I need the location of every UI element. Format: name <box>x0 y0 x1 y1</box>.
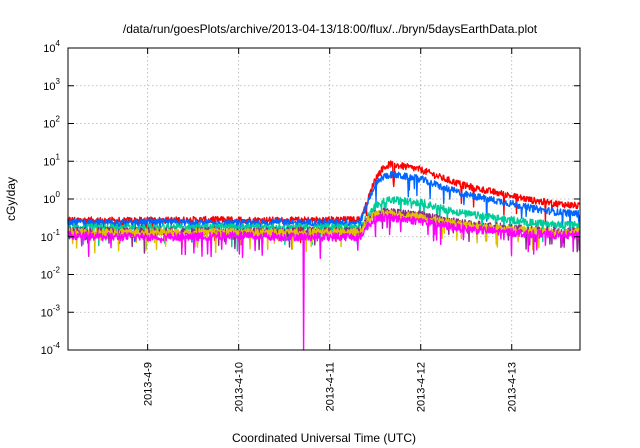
y-tick-label: 10-1 <box>41 228 61 244</box>
x-tick-label: 2013-4-11 <box>325 362 337 411</box>
x-axis-label: Coordinated Universal Time (UTC) <box>232 431 416 445</box>
y-axis-label: cGy/day <box>4 177 18 221</box>
series-group <box>67 160 581 351</box>
series-line-6 <box>67 212 581 351</box>
y-tick-label: 100 <box>43 190 60 206</box>
series-line-3 <box>67 195 581 252</box>
y-tick-label: 10-4 <box>41 341 61 357</box>
x-axis: 2013-4-9 2013-4-10 2013-4-11 2013-4-12 2013-… <box>143 48 519 412</box>
y-tick-label: 101 <box>43 152 60 168</box>
y-axis: 10-4 10-3 10-2 10-1 100 101 102 103 104 <box>41 39 580 357</box>
x-tick-label: 2013-4-13 <box>507 362 519 412</box>
x-tick-label: 2013-4-10 <box>234 362 246 412</box>
y-tick-label: 102 <box>43 115 60 131</box>
y-tick-label: 103 <box>43 77 60 93</box>
series-line-2 <box>67 170 581 246</box>
y-tick-label: 10-2 <box>41 266 61 282</box>
x-tick-label: 2013-4-12 <box>416 362 428 412</box>
y-tick-label: 10-3 <box>41 303 61 319</box>
chart-title: /data/run/goesPlots/archive/2013-04-13/1… <box>123 22 538 36</box>
y-tick-label: 104 <box>43 39 60 55</box>
x-tick-label: 2013-4-9 <box>143 362 155 406</box>
